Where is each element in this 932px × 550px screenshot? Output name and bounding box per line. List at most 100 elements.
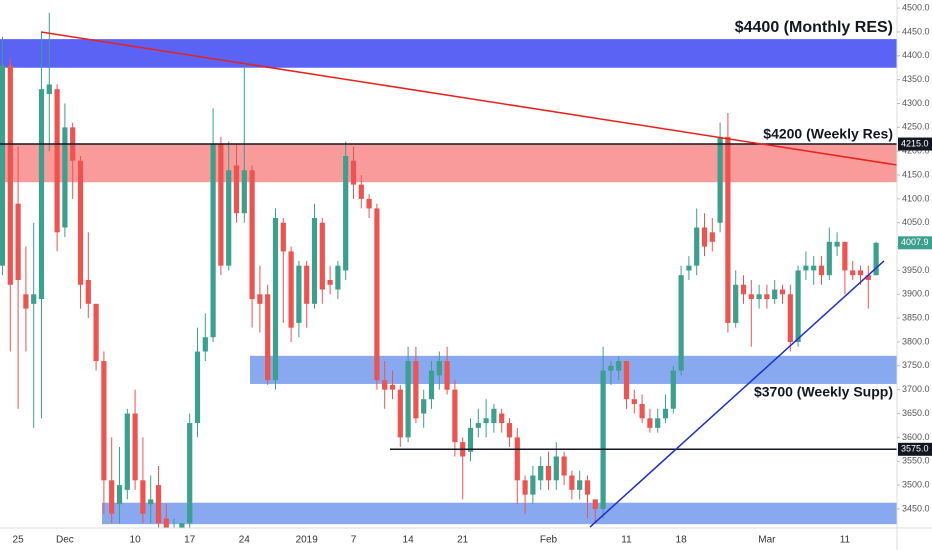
candle-body (93, 303, 99, 362)
candle-body (592, 499, 598, 509)
y-tick-label: 3750.0 (902, 360, 930, 370)
candle-body (280, 222, 286, 252)
candle-body (358, 184, 364, 199)
candle-body (327, 279, 333, 285)
candle-body (569, 475, 575, 490)
candle-body (397, 389, 403, 438)
candle-body (818, 265, 825, 276)
candle-body (647, 418, 653, 428)
y-tick-label: 4300.0 (902, 98, 930, 108)
candle-body (148, 499, 154, 505)
y-tick-label: 3650.0 (902, 408, 930, 418)
candle-body (194, 351, 201, 424)
candle-body (7, 65, 13, 285)
candle-body (850, 270, 856, 276)
candle-body (218, 144, 224, 266)
y-tick-label: 4150.0 (902, 169, 930, 179)
zone (0, 39, 897, 68)
price-label-box (898, 137, 932, 151)
candle-body (662, 408, 669, 419)
y-tick-label: 3900.0 (902, 289, 930, 299)
trendline (589, 260, 885, 528)
candle-body (857, 270, 864, 276)
candle-body (577, 480, 583, 490)
candle-body (319, 222, 325, 290)
candle-body (272, 217, 279, 381)
candles (0, 12, 879, 533)
candle-body (530, 475, 536, 495)
candle-body (491, 408, 497, 424)
x-tick-label: 17 (184, 535, 196, 546)
candle-body (764, 294, 770, 300)
candle-body (172, 528, 177, 533)
y-tick-label: 4200.0 (902, 146, 930, 156)
candle-body (249, 170, 255, 300)
x-tick-label: 14 (403, 535, 415, 546)
candle-body (233, 165, 240, 214)
x-tick-label: 7 (351, 535, 357, 546)
candle-body (374, 208, 380, 381)
candle-body (834, 241, 840, 247)
candle-body (241, 170, 247, 214)
candle-body (77, 160, 84, 285)
annotation: $3700 (Weekly Supp) (754, 384, 893, 400)
candle-body (553, 456, 559, 481)
candle-body (608, 365, 614, 371)
y-tick-label: 3600.0 (902, 432, 930, 442)
candle-body (670, 370, 676, 409)
x-tick-label: Mar (758, 535, 776, 546)
candle-body (124, 413, 130, 490)
candle-body (155, 485, 162, 524)
candle-body (740, 284, 747, 295)
y-tick-label: 3850.0 (902, 313, 930, 323)
candle-body (23, 294, 29, 309)
candle-body (842, 241, 848, 271)
candle-body (467, 427, 474, 452)
x-tick-label: 10 (130, 535, 142, 546)
candle-body (873, 242, 879, 276)
candle-body (335, 265, 341, 290)
trendline (40, 31, 897, 166)
candle-body (538, 465, 544, 481)
y-tick-label: 3450.0 (902, 503, 930, 513)
candle-body (811, 265, 817, 271)
zones (0, 39, 897, 525)
candle-body (787, 294, 793, 342)
y-tick-label: 4400.0 (902, 50, 930, 60)
candle-body (795, 270, 801, 342)
zone (102, 502, 897, 525)
candle-body (421, 399, 427, 414)
annotation: $4200 (Weekly Res) (763, 126, 893, 142)
candle-body (85, 279, 91, 304)
x-tick-label: Feb (540, 535, 558, 546)
candle-body (475, 423, 481, 428)
candle-body (413, 361, 419, 419)
candle-body (678, 275, 684, 371)
price-label-box (898, 236, 932, 250)
candle-body (694, 227, 700, 266)
candle-body (733, 284, 739, 323)
candle-body (132, 413, 138, 481)
candle-body (545, 465, 552, 481)
candle-body (15, 203, 21, 280)
candle-body (725, 136, 731, 323)
annotation: $4400 (Monthly RES) (735, 19, 893, 36)
candle-body (288, 251, 294, 328)
candle-body (62, 127, 68, 228)
candle-body (210, 144, 216, 338)
candle-body (382, 380, 388, 390)
candle-body (350, 160, 357, 185)
lines (0, 31, 897, 528)
y-tick-label: 3500.0 (902, 479, 930, 489)
candle-body (46, 84, 52, 94)
candle-body (584, 480, 591, 495)
y-tick-label: 4450.0 (902, 26, 930, 36)
candle-body (116, 485, 123, 505)
candle-body (202, 337, 208, 352)
candle-body (623, 361, 630, 400)
price-label: 4007.9 (901, 237, 929, 247)
candle-body (616, 361, 622, 371)
candle-body (304, 265, 310, 304)
candle-body (265, 294, 271, 381)
candle-body (109, 480, 115, 514)
